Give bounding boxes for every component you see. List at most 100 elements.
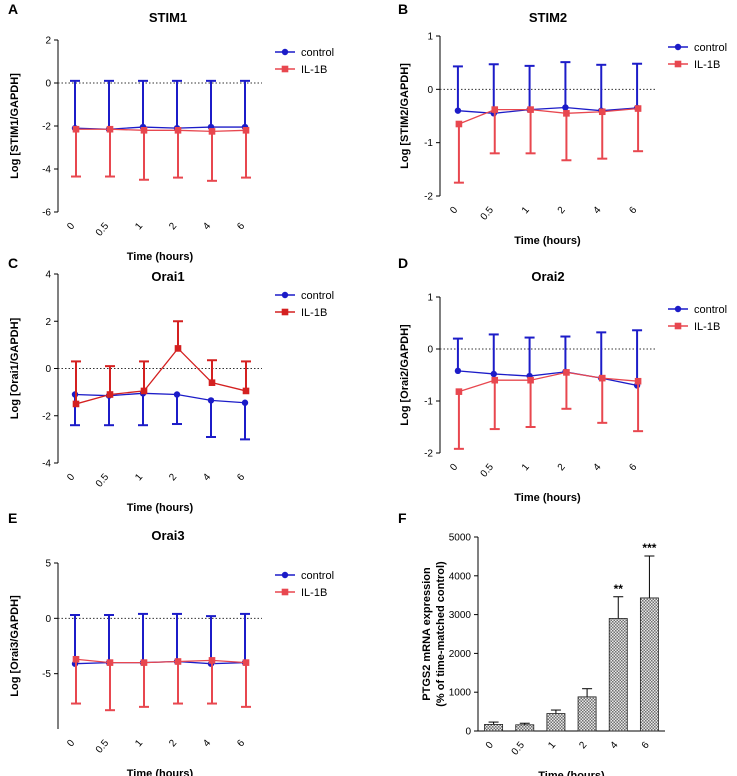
data-point: [140, 127, 148, 134]
x-axis-label: Time (hours): [514, 235, 581, 247]
series-il-1b: [71, 125, 251, 182]
data-point: [174, 127, 182, 134]
y-tick-label: 2: [45, 317, 51, 328]
data-point: [491, 106, 499, 113]
x-tick-label: 0.5: [94, 472, 112, 490]
x-tick-label: 0.5: [479, 462, 497, 480]
series-line: [75, 347, 247, 405]
panel-title: Orai1: [151, 269, 184, 284]
legend-marker: [281, 308, 289, 316]
panel-label: B: [398, 1, 408, 17]
panel-b: B STIM2 1 0 -1 -2 Log [STIM2/GAPDH] 0 0.5 1 2 4 6 Tim…: [398, 1, 727, 247]
y-tick-label: 0: [427, 85, 433, 96]
panel-e: E Orai3 5 0 -5 Log [Orai3/GAPDH] 0 0.5 1 2 4 6 Time …: [8, 510, 334, 776]
x-tick-label: 0.5: [94, 221, 112, 239]
x-tick-label: 4: [592, 205, 604, 217]
series-line: [76, 128, 247, 133]
y-axis-label: Log [Orai3/GAPDH]: [9, 595, 21, 697]
y-axis-label: Log [Orai1/GAPDH]: [9, 317, 21, 419]
series-line: [458, 107, 639, 125]
series-line: [74, 392, 246, 404]
y-tick-label: 0: [465, 727, 471, 738]
legend-label: control: [301, 290, 334, 302]
y-tick-label: 2: [45, 36, 51, 47]
x-tick-label: 4: [201, 221, 213, 233]
data-point: [72, 655, 80, 663]
x-tick-label: 0.5: [94, 738, 112, 756]
y-tick-label: 0: [45, 364, 51, 375]
x-tick-label: 2: [167, 472, 179, 484]
data-point: [454, 367, 462, 375]
data-point: [634, 377, 642, 385]
data-point: [106, 659, 114, 666]
y-tick-label: 4: [45, 270, 51, 281]
bar: [546, 713, 566, 732]
x-axis-label: Time (hours): [127, 768, 194, 776]
panel-a: A STIM1 2 0 -2 -4 -6 Log [STIM1/GAPDH] 0 0.5 1 2 4 6 T…: [8, 1, 334, 263]
legend-label: control: [301, 570, 334, 582]
y-tick-label: 5000: [449, 533, 472, 544]
series-il-1b: [453, 105, 644, 184]
data-point: [563, 110, 570, 117]
x-tick-label: 4: [592, 462, 604, 474]
significance-label: ***: [642, 541, 656, 555]
data-point: [527, 106, 534, 113]
data-point: [527, 376, 534, 384]
panel-label: C: [8, 255, 18, 271]
series-control: [70, 390, 250, 441]
y-tick-label: -1: [424, 397, 433, 408]
legend-marker: [281, 588, 289, 596]
x-tick-label: 6: [627, 205, 639, 217]
x-tick-label: 1: [133, 221, 145, 233]
series-il-1b: [71, 320, 251, 408]
panel-c: C Orai1 4 2 0 -2 -4 Log [Orai1/GAPDH] 0 0.5 1 2 4 6 Ti…: [8, 255, 334, 514]
y-axis-label: Log [STIM2/GAPDH]: [399, 63, 411, 169]
legend-marker: [281, 571, 289, 579]
series-line: [457, 370, 638, 387]
x-tick-label: 2: [556, 205, 568, 217]
y-axis-label: Log [STIM1/GAPDH]: [9, 73, 21, 179]
x-tick-label: 0: [65, 738, 77, 750]
data-point: [208, 657, 216, 664]
y-tick-label: -2: [424, 449, 433, 460]
panel-label: D: [398, 255, 408, 271]
panel-title: Orai3: [151, 528, 184, 543]
data-point: [491, 376, 499, 384]
data-point: [242, 387, 250, 395]
data-point: [454, 107, 462, 114]
panel-d: D Orai2 1 0 -1 -2 Log [Orai2/GAPDH] 0 0.5 1 2 4 6 Tim…: [398, 255, 727, 504]
y-tick-label: 4000: [449, 571, 472, 582]
data-point: [174, 658, 182, 665]
x-axis-label: Time (hours): [127, 251, 194, 263]
x-tick-label: 0: [484, 740, 496, 752]
x-tick-label: 6: [640, 740, 652, 752]
x-tick-label: 2: [577, 740, 589, 752]
panel-label: A: [8, 1, 18, 17]
data-point: [562, 104, 569, 111]
data-point: [242, 659, 250, 666]
series-il-1b: [453, 369, 644, 450]
data-point: [140, 387, 148, 395]
x-tick-label: 0.5: [479, 205, 497, 223]
data-point: [241, 399, 249, 406]
y-tick-label: -2: [42, 411, 51, 422]
x-tick-label: 2: [167, 738, 179, 750]
x-tick-label: 1: [133, 472, 145, 484]
data-point: [140, 659, 148, 666]
y-tick-label: -4: [42, 459, 51, 470]
x-axis-label: Time (hours): [127, 502, 194, 514]
legend-label: IL-1B: [301, 307, 327, 319]
x-tick-label: 1: [546, 740, 558, 752]
panel-label: F: [398, 510, 407, 526]
legend-marker: [674, 60, 682, 68]
x-tick-label: 1: [520, 205, 532, 217]
panel-f: F 5000 4000 3000 2000 1000 0 PTGS2 mRNA express…: [398, 510, 665, 776]
legend-label: IL-1B: [694, 321, 720, 333]
x-tick-label: 0.5: [510, 740, 528, 758]
legend-marker: [281, 48, 289, 56]
legend-marker: [674, 305, 682, 313]
bar: [577, 696, 597, 732]
y-tick-label: 2000: [449, 649, 472, 660]
bar: [484, 724, 504, 732]
